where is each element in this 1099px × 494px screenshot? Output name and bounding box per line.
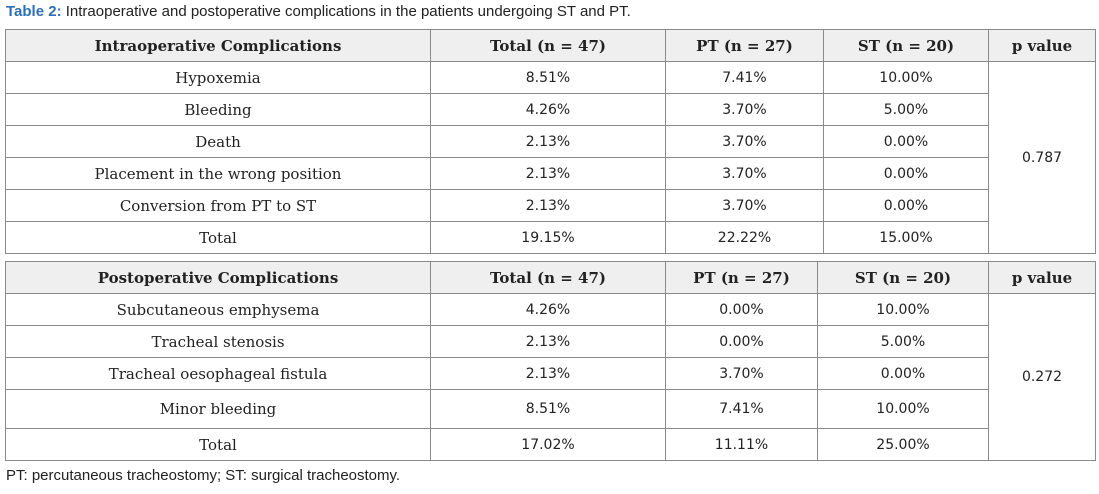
total-value: 19.15%: [430, 221, 666, 254]
total-value: 4.26%: [430, 93, 666, 126]
st-value: 0.00%: [823, 157, 989, 190]
complication-label: Total: [5, 428, 431, 461]
pt-value: 22.22%: [665, 221, 824, 254]
pt-value: 3.70%: [665, 189, 824, 222]
header-p-value: p value: [988, 261, 1096, 294]
header-pt: PT (n = 27): [665, 29, 824, 62]
st-value: 0.00%: [817, 357, 989, 390]
header-st: ST (n = 20): [817, 261, 989, 294]
total-value: 2.13%: [430, 189, 666, 222]
table-row: Hypoxemia 8.51% 7.41% 10.00% 0.787: [5, 61, 1096, 254]
total-value: 8.51%: [430, 61, 666, 94]
caption-label: Table 2:: [6, 3, 62, 20]
st-value: 15.00%: [823, 221, 989, 254]
header-complication: Intraoperative Complications: [5, 29, 431, 62]
st-value: 5.00%: [817, 325, 989, 358]
complication-label: Death: [5, 125, 431, 158]
st-value: 25.00%: [817, 428, 989, 461]
total-value: 4.26%: [430, 293, 666, 326]
pt-value: 3.70%: [665, 357, 818, 390]
complication-label: Tracheal oesophageal fistula: [5, 357, 431, 390]
total-value: 2.13%: [430, 325, 666, 358]
table-total-row: Total 19.15% 22.22% 15.00%: [5, 221, 1096, 254]
table-row: Death 2.13% 3.70% 0.00%: [5, 125, 1096, 158]
complication-label: Total: [5, 221, 431, 254]
st-value: 0.00%: [823, 125, 989, 158]
caption-text: Intraoperative and postoperative complic…: [61, 3, 631, 20]
p-value-cell: 0.787: [988, 61, 1096, 254]
header-pt: PT (n = 27): [665, 261, 818, 294]
st-value: 10.00%: [823, 61, 989, 94]
table-row: Tracheal oesophageal fistula 2.13% 3.70%…: [5, 357, 1096, 390]
complication-label: Placement in the wrong position: [5, 157, 431, 190]
st-value: 10.00%: [817, 293, 989, 326]
header-total: Total (n = 47): [430, 29, 666, 62]
pt-value: 7.41%: [665, 61, 824, 94]
table-footnote: PT: percutaneous tracheostomy; ST: surgi…: [6, 467, 401, 484]
table-row: Subcutaneous emphysema 4.26% 0.00% 10.00…: [5, 293, 1096, 461]
st-value: 5.00%: [823, 93, 989, 126]
postoperative-table: Postoperative Complications Total (n = 4…: [5, 261, 1096, 461]
table-row: Bleeding 4.26% 3.70% 5.00%: [5, 93, 1096, 126]
pt-value: 11.11%: [665, 428, 818, 461]
pt-value: 3.70%: [665, 125, 824, 158]
total-value: 2.13%: [430, 357, 666, 390]
table-row: Conversion from PT to ST 2.13% 3.70% 0.0…: [5, 189, 1096, 222]
st-value: 10.00%: [817, 389, 989, 429]
intraoperative-table: Intraoperative Complications Total (n = …: [5, 29, 1096, 254]
complication-label: Hypoxemia: [5, 61, 431, 94]
complication-label: Bleeding: [5, 93, 431, 126]
header-complication: Postoperative Complications: [5, 261, 431, 294]
total-value: 2.13%: [430, 157, 666, 190]
pt-value: 3.70%: [665, 93, 824, 126]
header-total: Total (n = 47): [430, 261, 666, 294]
complication-label: Tracheal stenosis: [5, 325, 431, 358]
pt-value: 3.70%: [665, 157, 824, 190]
header-p-value: p value: [988, 29, 1096, 62]
complication-label: Conversion from PT to ST: [5, 189, 431, 222]
table-row: Tracheal stenosis 2.13% 0.00% 5.00%: [5, 325, 1096, 358]
pt-value: 7.41%: [665, 389, 818, 429]
table-header-row: Intraoperative Complications Total (n = …: [5, 29, 1096, 62]
p-value-cell: 0.272: [988, 293, 1096, 461]
st-value: 0.00%: [823, 189, 989, 222]
total-value: 2.13%: [430, 125, 666, 158]
table-header-row: Postoperative Complications Total (n = 4…: [5, 261, 1096, 294]
total-value: 8.51%: [430, 389, 666, 429]
complication-label: Minor bleeding: [5, 389, 431, 429]
complication-label: Subcutaneous emphysema: [5, 293, 431, 326]
table-row: Placement in the wrong position 2.13% 3.…: [5, 157, 1096, 190]
pt-value: 0.00%: [665, 325, 818, 358]
header-st: ST (n = 20): [823, 29, 989, 62]
total-value: 17.02%: [430, 428, 666, 461]
table-row: Minor bleeding 8.51% 7.41% 10.00%: [5, 389, 1096, 429]
table-caption: Table 2: Intraoperative and postoperativ…: [6, 3, 631, 20]
table-total-row: Total 17.02% 11.11% 25.00%: [5, 428, 1096, 461]
pt-value: 0.00%: [665, 293, 818, 326]
